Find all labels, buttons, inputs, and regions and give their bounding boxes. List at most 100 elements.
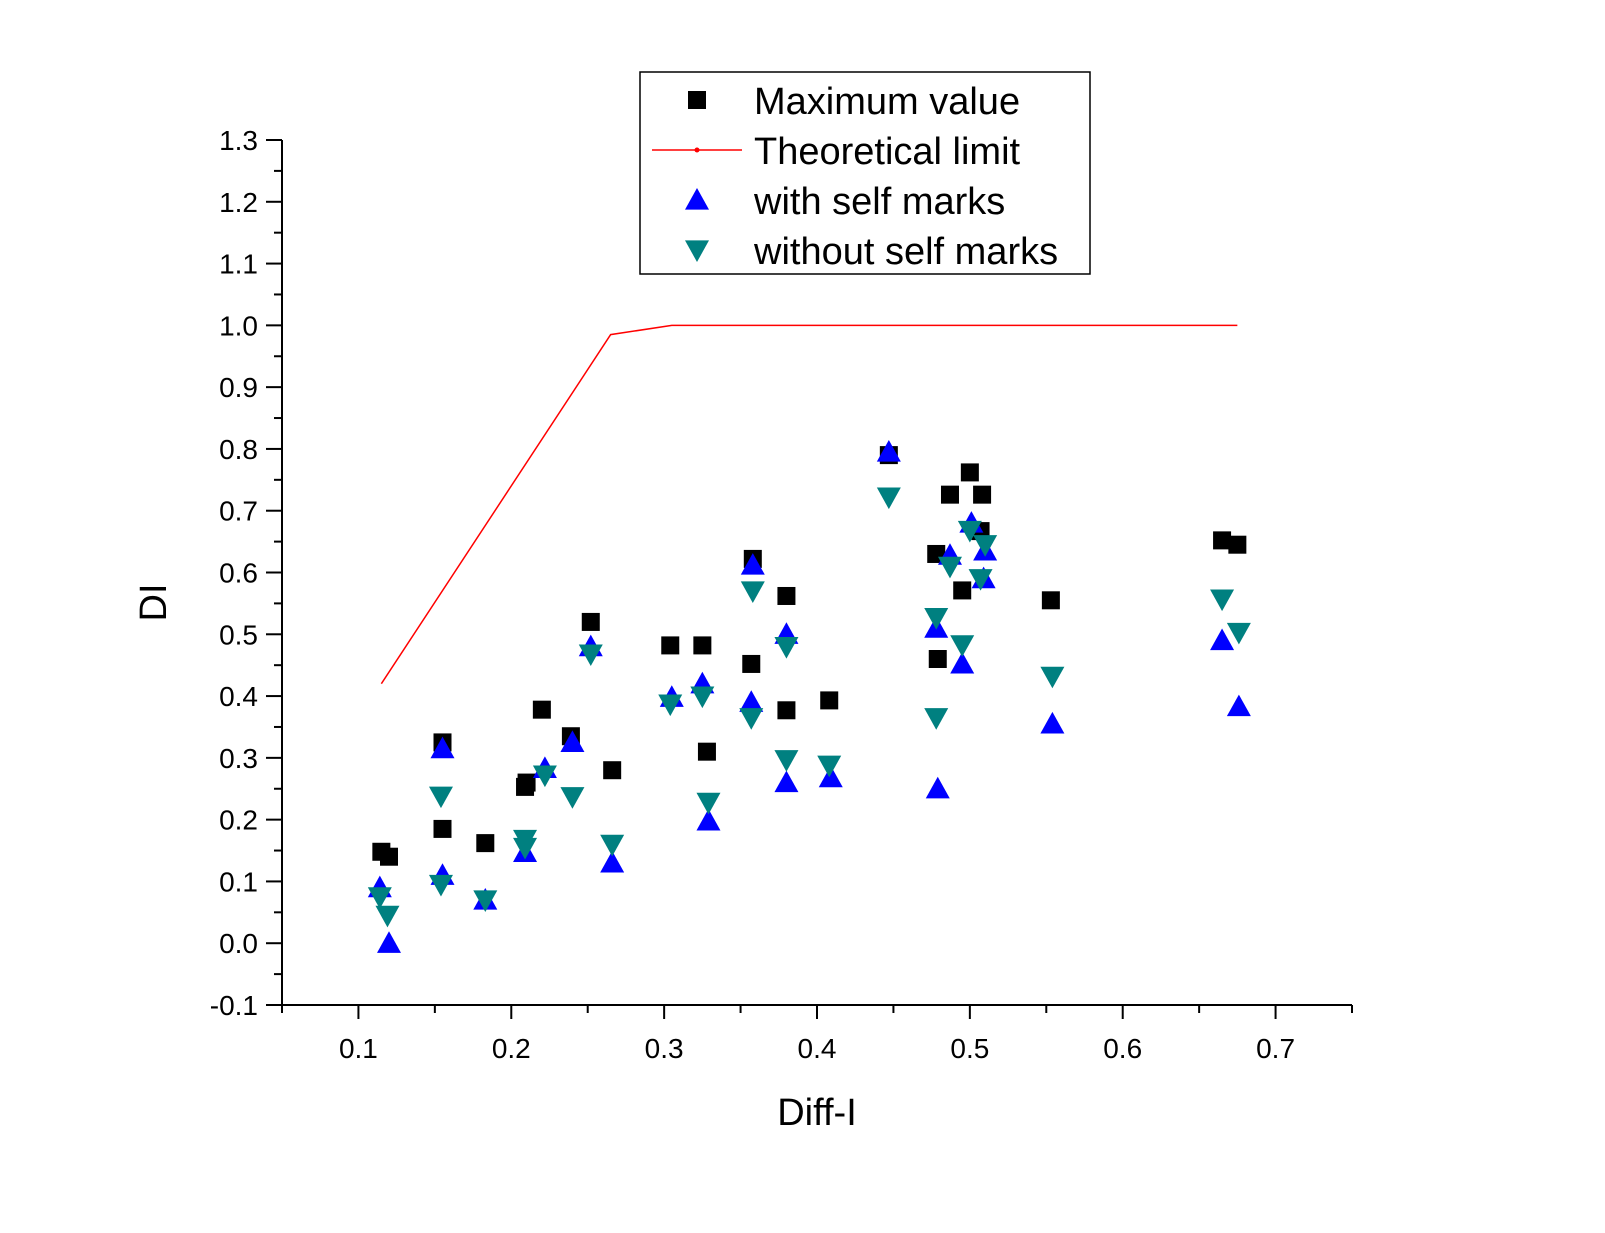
data-point	[925, 776, 950, 799]
data-point	[1040, 711, 1065, 734]
data-point	[367, 887, 392, 909]
data-point	[433, 819, 452, 838]
data-point	[957, 520, 982, 543]
data-point	[696, 792, 721, 815]
legend-entry: without self marks	[685, 231, 1058, 273]
data-point	[739, 690, 764, 712]
data-point	[1210, 628, 1235, 651]
legend-entry: with self marks	[685, 181, 1005, 223]
data-point	[774, 750, 799, 772]
legend-entry: Maximum value	[688, 81, 1020, 123]
data-point	[560, 730, 585, 753]
y-tick-label: 0.2	[219, 805, 258, 836]
data-point	[1210, 589, 1235, 612]
data-point	[960, 463, 979, 482]
y-tick-label: 0.6	[219, 558, 258, 589]
legend-box	[639, 71, 1091, 275]
data-point	[560, 787, 585, 809]
data-point	[658, 694, 683, 717]
data-point	[940, 485, 959, 504]
data-point	[375, 905, 400, 928]
y-tick-label: 0.5	[219, 619, 258, 650]
data-point	[876, 487, 901, 510]
data-point	[476, 834, 495, 853]
data-point	[740, 581, 765, 604]
data-point	[532, 700, 551, 719]
y-tick-label: 0.1	[219, 866, 258, 897]
series-theoretical-limit	[380, 324, 1238, 685]
data-point	[430, 736, 455, 759]
legend-line-dot	[694, 147, 700, 153]
data-point	[928, 650, 947, 668]
data-point	[1228, 535, 1247, 554]
x-tick-label: 0.1	[339, 1033, 378, 1064]
data-point	[937, 556, 962, 579]
legend-label: Theoretical limit	[754, 131, 1021, 173]
legend-label: Maximum value	[754, 81, 1020, 123]
data-point	[532, 765, 557, 788]
data-point	[578, 644, 603, 667]
series-maximum-value	[372, 446, 1247, 866]
y-tick-label: 1.0	[219, 310, 258, 341]
data-point	[777, 701, 796, 720]
data-point	[581, 612, 600, 631]
legend-label: without self marks	[753, 231, 1058, 273]
axes: -0.1 0.0 0.1 0.2 0.3 0.4 0.5 0.6 0.7 0.8 0.9 1.0 1.1…	[210, 125, 1353, 1064]
data-point	[696, 808, 721, 831]
data-point	[697, 742, 716, 761]
x-tick-label: 0.5	[950, 1033, 989, 1064]
data-point	[774, 770, 799, 793]
y-tick-label: 0.9	[219, 372, 258, 403]
legend-entry: Theoretical limit	[652, 131, 1021, 173]
series-with-self-marks	[367, 440, 1251, 953]
data-point	[1040, 666, 1065, 689]
legend-label: with self marks	[753, 181, 1005, 223]
data-point	[739, 708, 764, 730]
data-point	[820, 691, 839, 710]
x-tick-label: 0.4	[798, 1033, 837, 1064]
y-tick-label: 0.4	[219, 681, 258, 712]
data-point	[742, 654, 761, 673]
legend-marker-swatch	[688, 91, 706, 109]
data-point	[473, 890, 498, 912]
data-point	[818, 765, 843, 788]
data-point	[777, 586, 796, 605]
data-point	[973, 485, 992, 504]
x-tick-label: 0.3	[645, 1033, 684, 1064]
y-tick-label: 1.3	[219, 125, 258, 156]
data-point	[950, 635, 975, 657]
y-tick-label: 0.8	[219, 434, 258, 465]
data-point	[603, 761, 622, 780]
y-tick-label: 0.0	[219, 928, 258, 959]
data-point	[377, 931, 401, 953]
legend-marker-swatch	[685, 240, 709, 262]
data-point	[600, 834, 625, 857]
data-point	[774, 637, 799, 659]
data-point	[1226, 694, 1251, 717]
data-point	[513, 837, 538, 860]
legend: Maximum value Theoretical limit with self …	[639, 71, 1091, 275]
legend-marker-swatch	[685, 188, 709, 210]
data-point	[693, 636, 712, 655]
series-without-self-marks	[367, 487, 1251, 928]
theoretical-limit-line	[380, 324, 1238, 685]
y-tick-label: 0.7	[219, 496, 258, 527]
data-point	[924, 708, 949, 730]
x-tick-label: 0.7	[1256, 1033, 1295, 1064]
data-point	[428, 874, 453, 897]
data-point	[968, 569, 993, 591]
y-tick-label: -0.1	[210, 990, 258, 1021]
data-point	[1041, 591, 1060, 610]
data-point	[690, 686, 715, 709]
data-point	[924, 608, 949, 630]
data-point	[428, 786, 453, 809]
data-point	[380, 847, 398, 866]
y-tick-label: 0.3	[219, 743, 258, 774]
data-point	[973, 535, 998, 557]
x-tick-label: 0.6	[1103, 1033, 1142, 1064]
data-point	[953, 581, 972, 600]
data-point	[600, 850, 625, 873]
x-axis-title: Diff-I	[777, 1092, 857, 1134]
x-tick-label: 0.2	[492, 1033, 531, 1064]
